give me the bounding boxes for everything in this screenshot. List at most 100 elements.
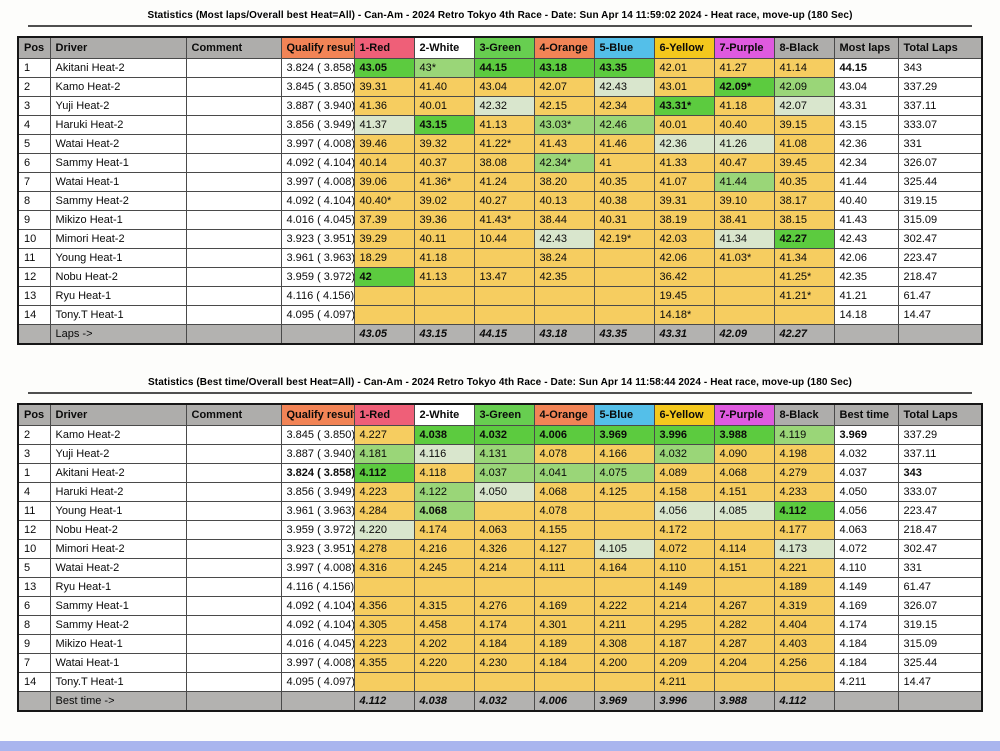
- lane-cell: 4.245: [413, 558, 475, 578]
- column-header: 4-Orange: [533, 403, 595, 426]
- lane-cell: 41.33: [653, 153, 715, 173]
- result-cell: 4.184: [833, 653, 899, 673]
- comment-cell: [185, 482, 282, 502]
- lane-cell: 4.211: [653, 672, 715, 692]
- lane-cell: 4.319: [773, 596, 835, 616]
- lane-cell: [593, 672, 655, 692]
- lane-cell: 4.116: [413, 444, 475, 464]
- qualify-cell: 3.997 ( 4.008): [280, 172, 355, 192]
- qualify-cell: 3.997 ( 4.008): [280, 134, 355, 154]
- summary-lane-cell: 43.05: [353, 324, 415, 345]
- summary-label: Laps ->: [49, 324, 187, 345]
- lane-cell: 4.111: [533, 558, 595, 578]
- pos-cell: 9: [17, 634, 51, 654]
- lane-cell: 4.112: [773, 501, 835, 521]
- column-header: 3-Green: [473, 403, 535, 426]
- table-row: 6 Sammy Heat-1 4.092 ( 4.104) 4.356 4.315 4.2…: [17, 596, 983, 616]
- result-cell: 4.149: [833, 577, 899, 597]
- driver-cell: Akitani Heat-2: [49, 463, 187, 483]
- table-row: 7 Watai Heat-1 3.997 ( 4.008) 39.06 41.36* 41…: [17, 172, 983, 192]
- lane-cell: 42.43: [593, 77, 655, 97]
- lane-cell: 4.214: [653, 596, 715, 616]
- lane-cell: 13.47: [473, 267, 535, 287]
- lane-cell: [533, 305, 595, 325]
- qualify-cell: 4.016 ( 4.045): [280, 210, 355, 230]
- pos-cell: 1: [17, 58, 51, 78]
- result-cell: 4.169: [833, 596, 899, 616]
- driver-cell: Tony.T Heat-1: [49, 305, 187, 325]
- lane-cell: 4.227: [353, 425, 415, 445]
- lane-cell: 42.07: [773, 96, 835, 116]
- lane-cell: 4.177: [773, 520, 835, 540]
- lane-cell: 4.078: [533, 444, 595, 464]
- total-cell: 14.47: [897, 305, 983, 325]
- qualify-cell: 3.961 ( 3.963): [280, 501, 355, 521]
- qualify-cell: 4.092 ( 4.104): [280, 153, 355, 173]
- lane-cell: 41.46: [593, 134, 655, 154]
- table-row: 13 Ryu Heat-1 4.116 ( 4.156) 4.149 4.189 4.14…: [17, 577, 983, 597]
- qualify-cell: 3.961 ( 3.963): [280, 248, 355, 268]
- lane-cell: 41.14: [773, 58, 835, 78]
- table-row: 3 Yuji Heat-2 3.887 ( 3.940) 4.181 4.116 4.13…: [17, 444, 983, 464]
- lane-cell: 38.15: [773, 210, 835, 230]
- pos-cell: 14: [17, 672, 51, 692]
- qualify-cell: 3.959 ( 3.972): [280, 267, 355, 287]
- lane-cell: [353, 286, 415, 306]
- lane-cell: [473, 248, 535, 268]
- driver-cell: Mimori Heat-2: [49, 229, 187, 249]
- lane-cell: [413, 672, 475, 692]
- lane-cell: 41.43: [533, 134, 595, 154]
- column-header: 5-Blue: [593, 36, 655, 59]
- lane-cell: 4.222: [593, 596, 655, 616]
- result-cell: 4.211: [833, 672, 899, 692]
- pos-cell: 14: [17, 305, 51, 325]
- comment-cell: [185, 229, 282, 249]
- column-header: Total Laps: [897, 36, 983, 59]
- lane-cell: 43.18: [533, 58, 595, 78]
- total-cell: 218.47: [897, 267, 983, 287]
- lane-cell: [713, 286, 775, 306]
- table-row: 9 Mikizo Heat-1 4.016 ( 4.045) 4.223 4.202 4.…: [17, 634, 983, 654]
- lane-cell: 39.32: [413, 134, 475, 154]
- lane-cell: 3.969: [593, 425, 655, 445]
- driver-cell: Haruki Heat-2: [49, 482, 187, 502]
- qualify-cell: 4.092 ( 4.104): [280, 596, 355, 616]
- total-cell: 333.07: [897, 482, 983, 502]
- result-cell: 42.06: [833, 248, 899, 268]
- lane-cell: 42.35: [533, 267, 595, 287]
- column-header: 3-Green: [473, 36, 535, 59]
- lane-cell: [593, 520, 655, 540]
- comment-cell: [185, 596, 282, 616]
- lane-cell: [533, 577, 595, 597]
- column-header: Total Laps: [897, 403, 983, 426]
- lane-cell: 39.45: [773, 153, 835, 173]
- lane-cell: 14.18*: [653, 305, 715, 325]
- result-cell: 4.032: [833, 444, 899, 464]
- qualify-cell: 3.997 ( 4.008): [280, 653, 355, 673]
- lane-cell: 4.233: [773, 482, 835, 502]
- lane-cell: 41.44: [713, 172, 775, 192]
- lane-cell: 38.17: [773, 191, 835, 211]
- lane-cell: 4.131: [473, 444, 535, 464]
- lane-cell: 39.15: [773, 115, 835, 135]
- lane-cell: 4.184: [533, 653, 595, 673]
- lane-cell: 3.996: [653, 425, 715, 445]
- table-row: 14 Tony.T Heat-1 4.095 ( 4.097) 14.18* 14.18…: [17, 305, 983, 325]
- lane-cell: [473, 672, 535, 692]
- total-cell: 223.47: [897, 501, 983, 521]
- pos-cell: 2: [17, 77, 51, 97]
- lane-cell: 4.216: [413, 539, 475, 559]
- driver-cell: Yuji Heat-2: [49, 96, 187, 116]
- qualify-cell: 3.887 ( 3.940): [280, 444, 355, 464]
- total-cell: 343: [897, 463, 983, 483]
- comment-cell: [185, 463, 282, 483]
- lane-cell: 41.07: [653, 172, 715, 192]
- bottom-bar: [0, 741, 1000, 751]
- total-cell: 302.47: [897, 539, 983, 559]
- lane-cell: 3.988: [713, 425, 775, 445]
- lane-cell: 4.155: [533, 520, 595, 540]
- summary-qualify-cell: [280, 691, 355, 712]
- summary-lane-cell: 4.032: [473, 691, 535, 712]
- comment-cell: [185, 58, 282, 78]
- lane-cell: 4.223: [353, 482, 415, 502]
